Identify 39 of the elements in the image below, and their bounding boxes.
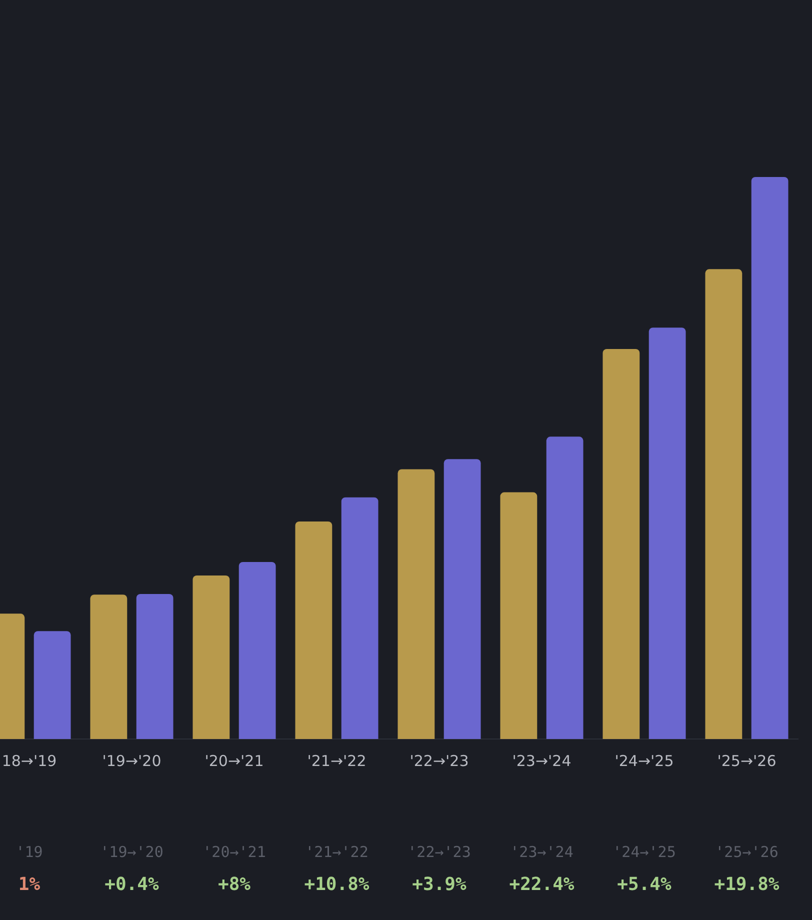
bar [500, 492, 538, 739]
text: +5.4% [617, 874, 672, 895]
text: '23→'24 [510, 843, 574, 861]
bar [751, 177, 788, 739]
text: '19→'20 [100, 843, 164, 861]
bar [192, 575, 230, 739]
x-tick-label: '24→'25 [614, 752, 674, 770]
text: +3.9% [412, 874, 466, 895]
x-tick-label: '23→'24 [512, 752, 572, 770]
text: +8% [218, 874, 251, 895]
x-tick-label: '19→'20 [102, 752, 162, 770]
text: '22→'23 [408, 843, 471, 861]
x-tick-label: '22→'23 [410, 752, 469, 770]
x-tick-label: '25→'26 [717, 752, 776, 770]
bar [398, 469, 435, 739]
bar [648, 328, 686, 739]
bar [444, 459, 481, 739]
x-tick-label: '20→'21 [204, 752, 264, 770]
bar [90, 594, 128, 739]
bar [295, 522, 332, 739]
text: '21→'22 [305, 843, 368, 861]
text: '25→'26 [715, 843, 778, 861]
text: +19.8% [714, 874, 780, 895]
x-tick-label: '21→'22 [307, 752, 366, 770]
bar [546, 436, 584, 739]
x-tick-label: 18→'19 [2, 752, 57, 770]
bar [34, 631, 71, 739]
text: '20→'21 [202, 843, 266, 861]
bar [705, 269, 742, 739]
bar [136, 594, 174, 739]
text: +10.8% [304, 874, 370, 895]
text: '24→'25 [612, 843, 676, 861]
bar [238, 562, 276, 739]
bar [341, 497, 378, 739]
text: +0.4% [104, 874, 159, 895]
bar [602, 348, 640, 739]
text: +22.4% [509, 874, 574, 895]
text: '19 [16, 843, 43, 861]
text: 1% [18, 874, 40, 895]
